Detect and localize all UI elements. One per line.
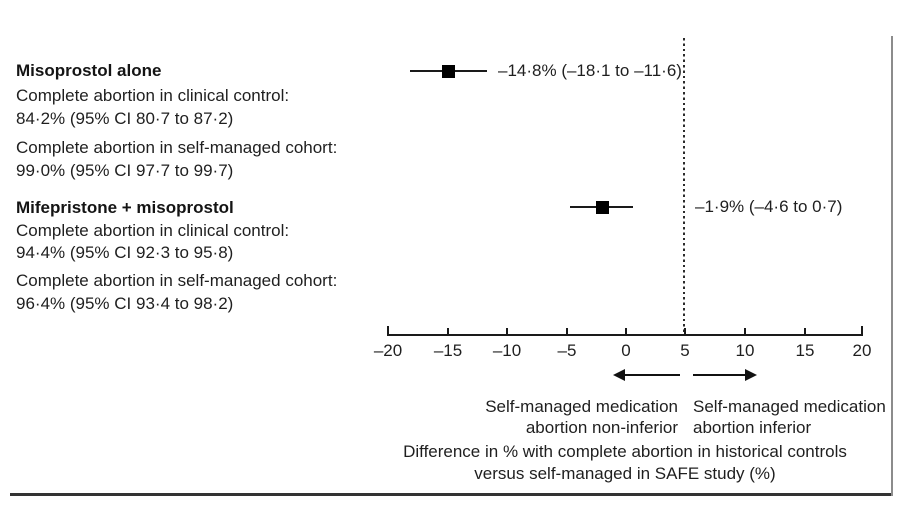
direction-label-inferior-line2: abortion inferior	[693, 418, 812, 437]
direction-label-inferior-line1: Self-managed medication	[693, 397, 886, 416]
x-axis-caption-line2: versus self-managed in SAFE study (%)	[474, 464, 776, 483]
group1-clinical-control-value: 84·2% (95% CI 80·7 to 87·2)	[16, 109, 234, 128]
x-axis-tick	[684, 328, 686, 335]
group1-clinical-control-label: Complete abortion in clinical control:	[16, 86, 290, 105]
direction-label-non-inferior-line2: abortion non-inferior	[525, 418, 678, 437]
x-axis-tick	[387, 326, 389, 335]
group2-self-managed-value: 96·4% (95% CI 93·4 to 98·2)	[16, 294, 234, 313]
x-tick-label: –10	[492, 341, 522, 360]
x-axis-tick	[625, 328, 627, 335]
x-tick-label: –15	[433, 341, 463, 360]
x-tick-label: 10	[735, 341, 755, 360]
x-axis-tick	[744, 328, 746, 335]
x-axis-tick	[804, 328, 806, 335]
x-tick-label: 20	[852, 341, 872, 360]
direction-label-inferior: Self-managed medication abortion inferio…	[693, 396, 886, 438]
figure-bottom-rule	[10, 493, 893, 496]
x-tick-label: 0	[621, 341, 631, 360]
x-tick-label: –5	[557, 341, 577, 360]
group2-clinical-control-label: Complete abortion in clinical control:	[16, 221, 290, 240]
group2-self-managed-label: Complete abortion in self-managed cohort…	[16, 271, 338, 290]
x-axis-line	[387, 334, 863, 336]
group1-self-managed-value: 99·0% (95% CI 97·7 to 99·7)	[16, 161, 234, 180]
x-axis-tick	[506, 328, 508, 335]
group-title-misoprostol: Misoprostol alone	[16, 61, 162, 80]
x-axis-tick	[447, 328, 449, 335]
non-inferior-arrow-icon	[613, 369, 625, 381]
inferior-arrow-shaft	[693, 374, 745, 376]
noninferiority-margin-reference-line	[683, 38, 685, 335]
estimate-annotation-mifepristone: –1·9% (–4·6 to 0·7)	[695, 197, 843, 216]
point-estimate-marker-misoprostol	[442, 65, 455, 78]
figure-right-rule	[891, 36, 893, 496]
x-axis-caption: Difference in % with complete abortion i…	[385, 441, 865, 485]
point-estimate-marker-mifepristone	[596, 201, 609, 214]
x-axis-caption-line1: Difference in % with complete abortion i…	[403, 442, 847, 461]
x-axis-tick	[566, 328, 568, 335]
x-tick-label: 5	[680, 341, 690, 360]
estimate-annotation-misoprostol: –14·8% (–18·1 to –11·6)	[498, 61, 682, 80]
x-tick-label: 15	[795, 341, 815, 360]
group1-self-managed-label: Complete abortion in self-managed cohort…	[16, 138, 338, 157]
group2-clinical-control-value: 94·4% (95% CI 92·3 to 95·8)	[16, 243, 234, 262]
x-axis-tick	[861, 326, 863, 335]
inferior-arrow-icon	[745, 369, 757, 381]
non-inferior-arrow-shaft	[623, 374, 680, 376]
direction-label-non-inferior-line1: Self-managed medication	[485, 397, 678, 416]
direction-label-non-inferior: Self-managed medication abortion non-inf…	[485, 396, 678, 438]
x-tick-label: –20	[373, 341, 403, 360]
group-title-mifepristone: Mifepristone + misoprostol	[16, 198, 234, 217]
